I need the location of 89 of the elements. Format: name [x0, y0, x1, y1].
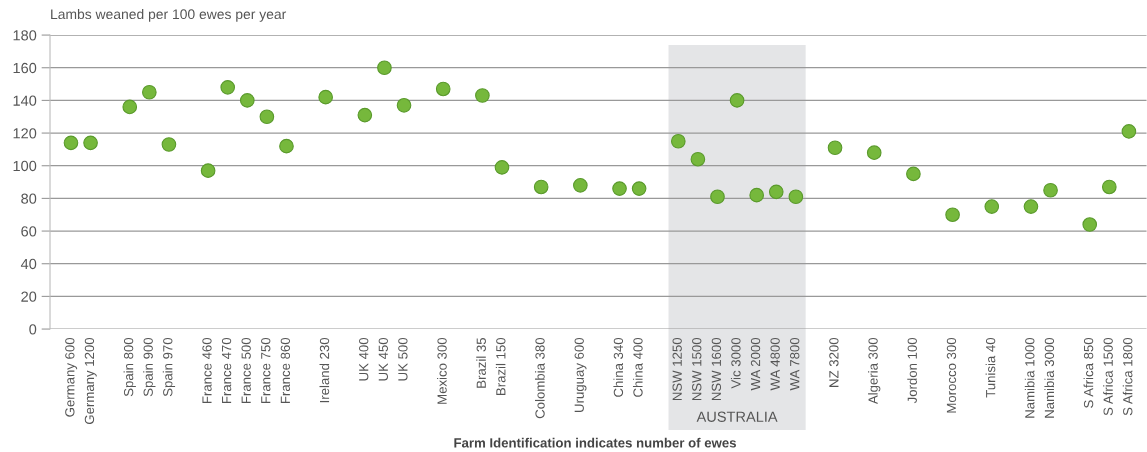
- point: [866, 145, 882, 160]
- y-axis-title: Lambs weaned per 100 ewes per year: [51, 8, 287, 22]
- point: [1121, 124, 1137, 139]
- x-tick-label: Algeria 300: [868, 337, 881, 405]
- point: [670, 133, 686, 149]
- x-tick-label: NSW 1500: [692, 337, 702, 401]
- point: [827, 140, 843, 156]
- point: [63, 135, 79, 151]
- point: [906, 166, 921, 182]
- y-tick-label: 80: [21, 193, 37, 204]
- point: [396, 97, 412, 113]
- x-tick-label: Spain 970: [162, 337, 176, 397]
- point: [612, 181, 627, 196]
- x-tick-label: Jordon 100: [907, 337, 917, 404]
- x-tick-label: Colombia 380: [535, 337, 545, 419]
- y-tick-label: 20: [21, 291, 37, 302]
- x-tick-label: France 470: [221, 337, 232, 404]
- x-tick-label: France 500: [241, 337, 251, 404]
- x-tick-label: Ireland 230: [319, 337, 330, 403]
- point: [122, 99, 138, 115]
- x-tick-label: Tunisia 40: [985, 337, 996, 398]
- x-tick-label: WA 4800: [770, 337, 780, 391]
- band-label: AUSTRALIA: [696, 411, 778, 422]
- x-tick-label: NSW 1250: [672, 337, 682, 401]
- point: [475, 88, 490, 103]
- point: [494, 160, 510, 175]
- point: [279, 138, 294, 154]
- x-tick-label: Brazil 150: [495, 337, 506, 395]
- x-tick-label: Vic 3000: [730, 337, 741, 389]
- x-tick-label: S Africa 1800: [1122, 337, 1133, 416]
- x-tick-label: Brazil 35: [476, 337, 486, 388]
- x-tick-label: Germany 600: [65, 337, 78, 417]
- point: [631, 181, 647, 196]
- x-tick-label: China 340: [613, 337, 624, 397]
- point: [690, 151, 706, 167]
- x-tick-label: UK 450: [378, 337, 388, 381]
- point: [200, 163, 216, 178]
- x-tick-label: NSW 1600: [711, 337, 722, 401]
- x-tick-label: Mexico 300: [437, 337, 447, 404]
- point: [1043, 182, 1058, 198]
- y-tick-label: 100: [13, 160, 37, 172]
- x-tick-label: France 860: [280, 337, 291, 404]
- y-tick-label: 40: [20, 258, 37, 270]
- x-tick-label: NZ 3200: [829, 337, 839, 387]
- y-tick-label: 60: [21, 226, 37, 237]
- point: [788, 189, 804, 205]
- point: [318, 89, 333, 105]
- point: [945, 207, 960, 223]
- x-tick-label: UK 500: [398, 337, 408, 381]
- x-tick-label: WA 7800: [790, 337, 800, 391]
- x-tick-label: Uruguay 600: [574, 337, 587, 412]
- y-tick-label: 160: [13, 62, 37, 74]
- y-tick-label: 180: [13, 30, 37, 41]
- x-tick-label: S Africa 850: [1083, 337, 1094, 408]
- point: [1082, 217, 1098, 232]
- x-tick-label: Namibia 1000: [1024, 337, 1035, 418]
- point: [768, 184, 784, 200]
- x-tick-label: Spain 900: [143, 337, 156, 397]
- y-tick-label: 140: [13, 95, 37, 106]
- point: [749, 187, 764, 203]
- x-tick-label: WA 2000: [750, 337, 761, 391]
- point: [220, 80, 236, 95]
- point: [239, 93, 255, 108]
- x-tick-label: Morocco 300: [946, 337, 957, 413]
- x-tick-label: France 750: [261, 337, 271, 404]
- x-tick-label: S Africa 1500: [1103, 337, 1113, 416]
- x-tick-label: France 460: [202, 337, 212, 404]
- x-tick-label: China 400: [632, 337, 643, 397]
- point: [1101, 179, 1117, 195]
- point: [83, 135, 98, 151]
- x-tick-label: UK 400: [359, 337, 369, 381]
- point: [357, 107, 373, 123]
- point: [984, 199, 1000, 214]
- point: [573, 178, 588, 193]
- point: [161, 137, 177, 152]
- text: Farm Identification indicates number of ewes: [454, 437, 736, 448]
- y-tick-label: 0: [29, 324, 37, 335]
- x-tick-label: Namibia 3000: [1044, 337, 1055, 418]
- x-tick-label: Spain 800: [123, 337, 136, 397]
- point: [142, 84, 157, 100]
- point: [729, 93, 745, 108]
- point: [377, 60, 392, 76]
- point: [710, 189, 725, 205]
- y-tick-label: 120: [13, 128, 37, 139]
- point: [533, 179, 549, 195]
- point: [259, 109, 275, 125]
- x-tick-label: Germany 1200: [84, 337, 97, 424]
- point: [1023, 199, 1039, 214]
- point: [435, 81, 451, 97]
